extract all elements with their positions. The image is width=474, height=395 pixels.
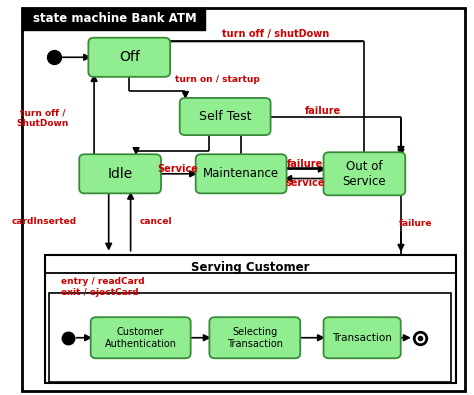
FancyBboxPatch shape — [79, 154, 161, 193]
FancyBboxPatch shape — [49, 293, 451, 382]
Text: turn off /
ShutDown: turn off / ShutDown — [16, 109, 69, 128]
FancyBboxPatch shape — [88, 38, 170, 77]
Text: Out of
Service: Out of Service — [343, 160, 386, 188]
Text: turn on / startup: turn on / startup — [175, 75, 260, 83]
FancyBboxPatch shape — [22, 8, 205, 30]
FancyBboxPatch shape — [196, 154, 287, 193]
Text: Selecting
Transaction: Selecting Transaction — [227, 327, 283, 348]
Text: entry / readCard
exit / ejectCard: entry / readCard exit / ejectCard — [61, 277, 145, 297]
Text: failure: failure — [399, 220, 432, 228]
Text: cardInserted: cardInserted — [11, 217, 77, 226]
Text: Off: Off — [119, 50, 140, 64]
FancyBboxPatch shape — [324, 152, 405, 196]
Text: Serving Customer: Serving Customer — [191, 261, 310, 274]
Text: Service: Service — [158, 164, 199, 174]
Text: state machine Bank ATM: state machine Bank ATM — [33, 12, 197, 25]
FancyBboxPatch shape — [324, 317, 401, 358]
Text: Self Test: Self Test — [199, 110, 251, 123]
FancyBboxPatch shape — [180, 98, 271, 135]
Text: service: service — [285, 178, 325, 188]
FancyBboxPatch shape — [210, 317, 300, 358]
Text: cancel: cancel — [140, 217, 173, 226]
Text: failure: failure — [305, 106, 341, 117]
FancyBboxPatch shape — [45, 255, 456, 383]
Text: Idle: Idle — [108, 167, 133, 181]
Text: Maintenance: Maintenance — [203, 167, 279, 180]
Text: turn off / shutDown: turn off / shutDown — [222, 28, 329, 39]
Text: Transaction: Transaction — [332, 333, 392, 343]
FancyBboxPatch shape — [91, 317, 191, 358]
FancyBboxPatch shape — [22, 8, 465, 391]
Text: Customer
Authentication: Customer Authentication — [105, 327, 177, 348]
Text: failure: failure — [287, 159, 323, 169]
